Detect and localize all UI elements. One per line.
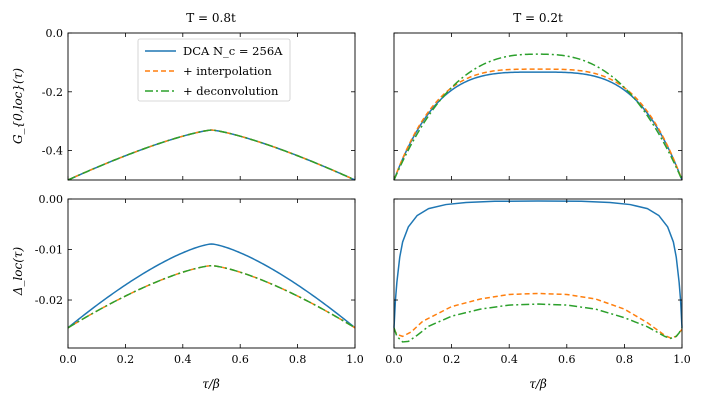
axes-frame (393, 32, 683, 181)
series-line-dca (393, 71, 683, 181)
x-tick-label: 0.0 (385, 353, 403, 366)
y-tick-label: -0.02 (35, 294, 63, 307)
series-line-deconvolution (393, 53, 683, 181)
series-line-deconvolution (393, 303, 683, 343)
panel-top-left: 0.0 -0.2 -0.4 (42, 27, 356, 181)
series-line-dca (393, 200, 683, 328)
xlabel-bottom-right: τ/β (529, 377, 547, 391)
legend-label-dca: DCA N_c = 256A (183, 44, 283, 58)
x-tick-label: 0.2 (443, 353, 461, 366)
x-tick-label: 0.4 (174, 353, 192, 366)
series-line-interpolation (393, 292, 683, 339)
legend-box (137, 38, 291, 102)
ylabel-bottom: Δ_loc(τ) (11, 246, 25, 296)
y-tick-label: 0.00 (39, 193, 64, 206)
panel-title-top-left: T = 0.8t (186, 11, 236, 25)
panel-bottom-left: 0.0 0.2 0.4 0.6 0.8 1.0 0.00 -0.01 -0.02 (35, 193, 364, 366)
ylabel-top: G_{0,loc}(τ) (11, 68, 25, 144)
series-line-interpolation (67, 264, 356, 329)
panel-top-right (393, 32, 683, 181)
axes-frame (67, 32, 356, 181)
xlabel-bottom-left: τ/β (202, 377, 220, 391)
x-tick-label: 0.6 (231, 353, 249, 366)
x-tick-label: 0.8 (616, 353, 634, 366)
y-tick-label: -0.01 (35, 244, 63, 257)
x-tick-label: 0.8 (289, 353, 307, 366)
series-line-interpolation (393, 68, 683, 181)
x-tick-label: 1.0 (346, 353, 364, 366)
series-line-interpolation (67, 129, 356, 181)
x-tick-label: 0.2 (117, 353, 135, 366)
series-line-dca (67, 129, 356, 181)
x-tick-label: 1.0 (673, 353, 691, 366)
x-tick-label: 0.0 (59, 353, 77, 366)
panel-bottom-right: 0.0 0.2 0.4 0.6 0.8 1.0 (385, 198, 691, 366)
x-tick-label: 0.6 (558, 353, 576, 366)
series-line-deconvolution (67, 129, 356, 181)
legend-label-interpolation: + interpolation (183, 64, 272, 78)
series-line-deconvolution (67, 264, 356, 329)
axes-frame (67, 198, 356, 349)
panel-title-top-right: T = 0.2t (513, 11, 563, 25)
legend-label-deconvolution: + deconvolution (183, 84, 279, 98)
y-tick-label: -0.2 (42, 86, 63, 99)
panels: 0.0 -0.2 -0.4 0.0 0.2 0.4 0.6 0.8 1.0 0.00 -0.01 -0… (35, 27, 691, 366)
series-line-dca (67, 243, 356, 329)
legend: DCA N_c = 256A + interpolation + deconvo… (137, 38, 291, 102)
y-tick-label: 0.0 (46, 27, 64, 40)
axes-frame (393, 198, 683, 349)
y-tick-label: -0.4 (42, 145, 63, 158)
x-tick-label: 0.4 (500, 353, 518, 366)
